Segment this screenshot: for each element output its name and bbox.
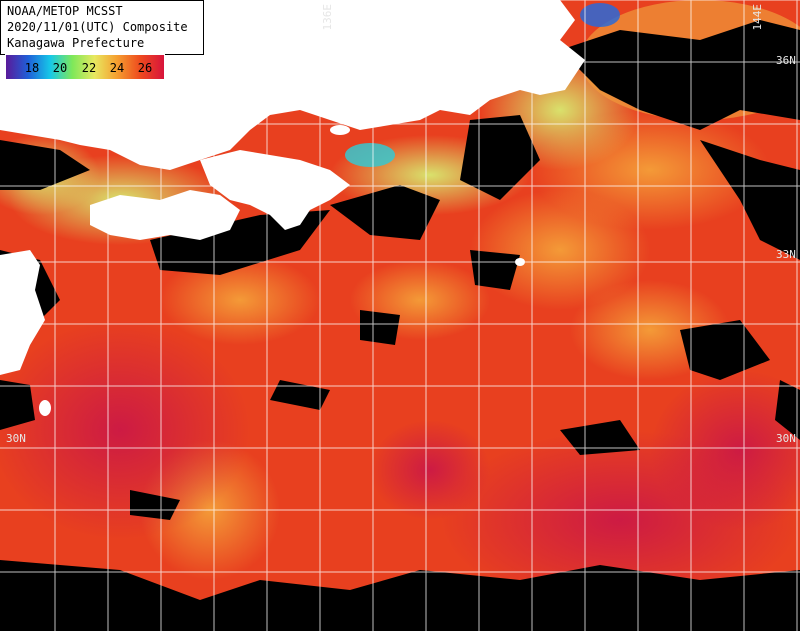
map-header: NOAA/METOP MCSST 2020/11/01(UTC) Composi… bbox=[0, 0, 204, 55]
header-line-2: 2020/11/01(UTC) Composite bbox=[7, 20, 188, 34]
colorbar-tick: 26 bbox=[137, 61, 153, 75]
sst-patches bbox=[0, 0, 800, 610]
lat-label-30n-left: 30N bbox=[6, 432, 26, 445]
colorbar-tick: 18 bbox=[24, 61, 40, 75]
lon-label-136e: 136E bbox=[321, 4, 334, 31]
cloud-mask bbox=[0, 20, 800, 631]
lon-label-144e: 144E bbox=[751, 4, 764, 31]
colorbar-tick: 22 bbox=[81, 61, 97, 75]
temperature-colorbar: 18 20 22 24 26 bbox=[5, 54, 165, 80]
lat-label-33n-right: 33N bbox=[776, 248, 796, 261]
colorbar-tick: 20 bbox=[52, 61, 68, 75]
header-line-3: Kanagawa Prefecture bbox=[7, 36, 145, 50]
colorbar-tick: 24 bbox=[109, 61, 125, 75]
header-line-1: NOAA/METOP MCSST bbox=[7, 4, 123, 18]
lat-label-36n-right: 36N bbox=[776, 54, 796, 67]
lat-label-30n-right: 30N bbox=[776, 432, 796, 445]
